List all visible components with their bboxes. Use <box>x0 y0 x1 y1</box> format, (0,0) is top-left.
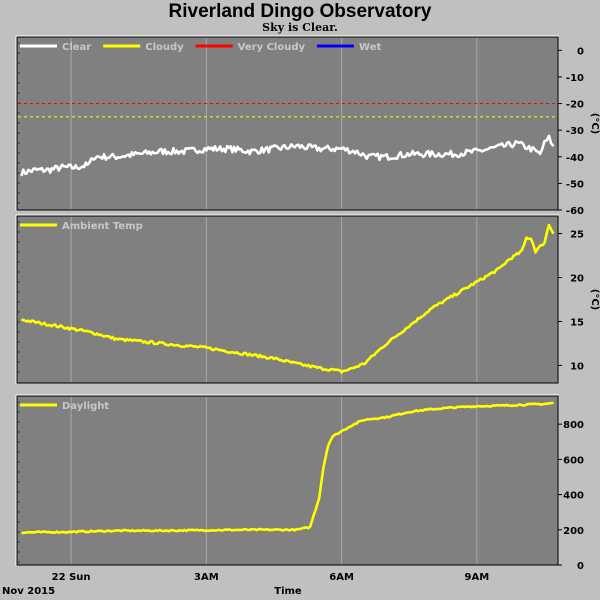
daylight-ytick-label: 400 <box>563 491 584 502</box>
sky-ytick-label: -40 <box>566 153 584 164</box>
daylight-series-0 <box>21 401 554 535</box>
ambient-ylabel: (°C) <box>589 289 600 310</box>
x-tick-label-0: 22 Sun <box>52 572 91 583</box>
ambient-legend-label-0: Ambient Temp <box>62 221 143 232</box>
sky-ytick-label: -10 <box>566 73 584 84</box>
sky-ytick-label: 0 <box>577 46 584 57</box>
ambient-ytick-label: 25 <box>570 230 584 241</box>
panel-sky: 0 -10 -20 -30 -40 -50 -60 (°C) Clear Cloudy Very C… <box>15 35 600 217</box>
x-tick-label-2: 6AM <box>329 572 354 583</box>
ambient-ytick-label: 20 <box>570 274 584 285</box>
ambient-plot-area <box>16 215 559 384</box>
x-axis-title: Time <box>274 586 302 597</box>
daylight-ytick-label: 200 <box>563 526 584 537</box>
sky-legend-label-3: Wet <box>359 42 381 53</box>
ambient-ytick-label: 15 <box>570 317 584 328</box>
daylight-ytick-label: 0 <box>577 561 584 572</box>
sky-ylabel: (°C) <box>589 113 600 134</box>
panel-daylight: 800 600 400 200 0 Daylight <box>15 394 584 572</box>
sky-legend-label-2: Very Cloudy <box>238 42 306 53</box>
page-title: Riverland Dingo Observatory <box>168 1 432 22</box>
sky-status: Sky is Clear. <box>262 21 338 34</box>
sky-ytick-label: -50 <box>566 179 584 190</box>
daylight-plot-area <box>16 395 559 566</box>
daylight-legend-label-0: Daylight <box>62 401 109 412</box>
daylight-ytick-label: 600 <box>563 455 584 466</box>
daylight-ytick-label: 800 <box>563 420 584 431</box>
ambient-ytick-label: 10 <box>570 361 584 372</box>
panel-ambient: 25 20 15 10 (°C) Ambient Temp <box>15 214 600 384</box>
sky-legend-label-0: Clear <box>62 42 91 53</box>
x-tick-label-1: 3AM <box>194 572 219 583</box>
sky-ytick-label: -20 <box>566 100 584 111</box>
sky-plot-area <box>16 36 559 211</box>
ambient-series-0 <box>20 223 555 374</box>
sky-series-0 <box>20 134 555 177</box>
sky-ytick-label: -30 <box>566 126 584 137</box>
sky-ytick-label: -60 <box>566 206 584 217</box>
sky-legend-label-1: Cloudy <box>145 42 184 53</box>
x-start-label: Nov 2015 <box>2 586 55 597</box>
x-tick-label-3: 9AM <box>465 572 490 583</box>
